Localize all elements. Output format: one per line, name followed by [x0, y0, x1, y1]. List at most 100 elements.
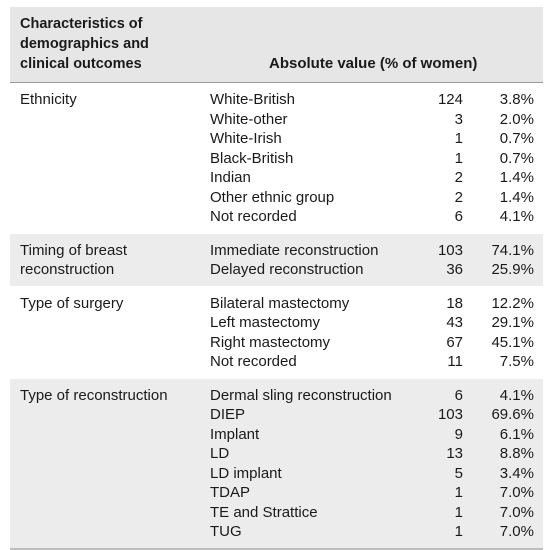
row-percent: 8.8% [499, 445, 534, 462]
row-count: 6 [454, 386, 463, 404]
table-row: TE and Strattice 1 7.0% [10, 503, 543, 523]
row-count: 11 [447, 353, 463, 370]
row-count: 2 [454, 188, 463, 206]
row-label: Dermal sling reconstruction [210, 386, 392, 404]
row-label: Not recorded [210, 208, 297, 225]
table-group: Type of surgery Bilateral mastectomy 18 12.… [10, 287, 543, 378]
row-percent: 7.0% [499, 523, 534, 540]
row-label: Bilateral mastectomy [210, 294, 350, 312]
group-label: Timing of breast reconstruction [20, 241, 127, 279]
group-label: Type of surgery [20, 294, 124, 312]
row-percent: 0.7% [499, 130, 534, 147]
row-label: Delayed reconstruction [210, 261, 364, 278]
table-group: Type of reconstruction Dermal sling recon… [10, 378, 543, 548]
row-count: 5 [454, 464, 463, 482]
table-row: White-other 3 2.0% [10, 110, 543, 130]
row-percent: 4.1% [499, 208, 534, 225]
row-label: LD [210, 445, 230, 462]
row-percent: 12.2% [491, 294, 534, 312]
bottom-rule [10, 547, 543, 550]
row-count: 18 [446, 294, 463, 312]
row-count: 1 [454, 149, 463, 167]
row-percent: 7.5% [499, 353, 534, 370]
row-count: 36 [446, 261, 463, 278]
characteristics-table: Characteristics of demographics and clin… [10, 7, 543, 550]
row-percent: 74.1% [491, 241, 534, 259]
table-group: Timing of breast reconstruction Immediate… [10, 233, 543, 286]
row-percent: 69.6% [491, 406, 534, 423]
row-count: 2 [454, 169, 463, 186]
row-percent: 1.4% [499, 169, 534, 186]
row-label: TDAP [210, 484, 251, 501]
table-row: Immediate reconstruction 103 74.1% [10, 241, 543, 261]
row-label: White-other [210, 110, 288, 128]
table-row: Not recorded 6 4.1% [10, 207, 543, 227]
row-label: Immediate reconstruction [210, 241, 379, 259]
row-count: 43 [446, 314, 463, 331]
table-row: TDAP 1 7.0% [10, 483, 543, 503]
row-count: 13 [446, 445, 463, 462]
table-body: Ethnicity White-British 124 3.8% White-other… [10, 83, 543, 548]
group-divider [10, 377, 543, 379]
row-count: 1 [454, 484, 463, 501]
row-label: Left mastectomy [210, 314, 321, 331]
table-row: Delayed reconstruction 36 25.9% [10, 260, 543, 280]
row-label: White-British [210, 91, 296, 108]
row-count: 124 [437, 91, 463, 108]
row-label: Other ethnic group [210, 188, 335, 206]
row-label: DIEP [210, 406, 246, 423]
row-count: 3 [454, 110, 463, 128]
row-label: Right mastectomy [210, 333, 331, 351]
group-label: Ethnicity [20, 91, 77, 108]
table-group: Ethnicity White-British 124 3.8% White-other… [10, 83, 543, 233]
table-row: LD 13 8.8% [10, 444, 543, 464]
row-count: 9 [454, 425, 463, 443]
row-label: Indian [210, 169, 251, 186]
row-count: 67 [446, 333, 463, 351]
row-percent: 7.0% [499, 503, 534, 521]
row-percent: 6.1% [499, 425, 534, 443]
header-characteristics: Characteristics of demographics and clin… [20, 16, 149, 72]
table-row: Dermal sling reconstruction 6 4.1% [10, 386, 543, 406]
row-count: 103 [437, 406, 463, 423]
table-row: Indian 2 1.4% [10, 168, 543, 188]
table-header: Characteristics of demographics and clin… [10, 7, 543, 83]
row-label: Implant [210, 425, 260, 443]
row-percent: 29.1% [491, 314, 534, 331]
row-count: 6 [454, 208, 463, 225]
row-percent: 0.7% [499, 149, 534, 167]
row-label: Not recorded [210, 353, 297, 370]
row-percent: 45.1% [491, 333, 534, 351]
table-row: Implant 9 6.1% [10, 425, 543, 445]
row-percent: 4.1% [499, 386, 534, 404]
table-row: LD implant 5 3.4% [10, 464, 543, 484]
table-row: Left mastectomy 43 29.1% [10, 313, 543, 333]
header-absolute-value: Absolute value (% of women) [269, 55, 478, 72]
row-count: 1 [454, 523, 463, 540]
row-percent: 25.9% [491, 261, 534, 278]
group-divider [10, 232, 543, 234]
group-label: Type of reconstruction [20, 386, 168, 404]
table-row: Not recorded 11 7.5% [10, 352, 543, 372]
table-row: DIEP 103 69.6% [10, 405, 543, 425]
table-row: White-British 124 3.8% [10, 90, 543, 110]
table-row: White-Irish 1 0.7% [10, 129, 543, 149]
row-count: 103 [437, 241, 463, 259]
row-label: LD implant [210, 464, 282, 482]
table-row: Other ethnic group 2 1.4% [10, 188, 543, 208]
row-percent: 1.4% [499, 188, 534, 206]
group-divider [10, 285, 543, 287]
table-row: Bilateral mastectomy 18 12.2% [10, 294, 543, 314]
table-row: Right mastectomy 67 45.1% [10, 333, 543, 353]
table-row: Black-British 1 0.7% [10, 149, 543, 169]
row-label: White-Irish [210, 130, 282, 147]
row-count: 1 [454, 130, 463, 147]
table-row: TUG 1 7.0% [10, 522, 543, 542]
row-percent: 7.0% [499, 484, 534, 501]
row-percent: 3.8% [499, 91, 534, 108]
row-label: TE and Strattice [210, 503, 318, 521]
row-label: TUG [210, 523, 242, 540]
row-percent: 2.0% [499, 110, 534, 128]
row-label: Black-British [210, 149, 294, 167]
row-percent: 3.4% [499, 464, 534, 482]
